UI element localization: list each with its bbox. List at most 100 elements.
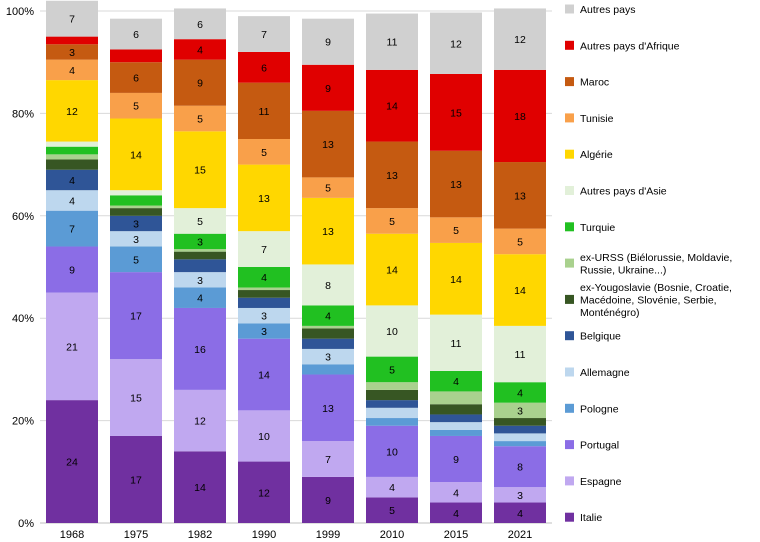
data-label: 10	[386, 326, 398, 338]
bar-segment	[302, 18, 354, 65]
bar-segment	[238, 139, 290, 165]
data-label: 3	[133, 218, 139, 230]
legend-swatch	[565, 77, 574, 87]
bar-segment	[238, 16, 290, 52]
legend-swatch	[565, 222, 574, 232]
bar-segment	[238, 338, 290, 411]
legend-label: Portugal	[580, 440, 619, 452]
bar-segment	[366, 497, 418, 523]
bar-segment	[430, 242, 482, 315]
bar-segment	[366, 476, 418, 498]
bar-segment	[110, 272, 162, 360]
bar-segment	[46, 190, 98, 211]
data-label: 14	[386, 265, 398, 277]
bar-segment	[46, 44, 98, 60]
bar-segment	[430, 370, 482, 392]
data-label: 5	[389, 216, 395, 228]
bar-segment	[430, 429, 482, 436]
bar-segment	[46, 141, 98, 147]
bar-segment	[110, 205, 162, 209]
bar-segment	[174, 208, 226, 234]
bar-segment	[430, 414, 482, 423]
data-label: 5	[197, 114, 203, 126]
bar-segment	[174, 259, 226, 273]
legend-item: Algérie	[565, 149, 613, 161]
data-label: 17	[130, 474, 142, 486]
bar-segment	[366, 382, 418, 390]
bar-segment	[494, 325, 546, 383]
legend-item: Autres pays d'Afrique	[565, 40, 680, 52]
data-label: 5	[389, 364, 395, 376]
bar-segment	[238, 323, 290, 339]
bar-segment	[302, 325, 354, 329]
bar-segment	[302, 328, 354, 339]
bar-segment	[366, 233, 418, 306]
bar-segment	[238, 287, 290, 291]
bar-segment	[302, 364, 354, 375]
y-axis: 0% 20% 40% 60% 80% 100%	[6, 6, 34, 530]
bar-segment	[430, 150, 482, 218]
data-label: 3	[133, 234, 139, 246]
x-tick-label: 2010	[380, 529, 404, 541]
y-tick-label: 60%	[12, 211, 34, 223]
legend-label: Autres pays d'Afrique	[580, 40, 680, 52]
x-tick-label: 1990	[252, 529, 276, 541]
legend-item: Italie	[565, 512, 602, 524]
bar-segment	[302, 305, 354, 326]
data-label: 7	[69, 224, 75, 236]
bar-segment	[430, 314, 482, 371]
bar-segment	[494, 8, 546, 70]
data-label: 3	[517, 405, 523, 417]
data-label: 4	[517, 387, 523, 399]
x-tick-label: 1968	[60, 529, 84, 541]
legend-item: ex-URSS (Biélorussie, Moldavie, Russie, U…	[565, 252, 732, 276]
bar-segment	[494, 433, 546, 442]
data-label: 5	[517, 236, 523, 248]
bar-segment	[238, 164, 290, 232]
legend-label: Autres pays	[580, 4, 635, 16]
data-label: 13	[258, 193, 270, 205]
bar-segment	[366, 389, 418, 401]
bar-segment	[366, 400, 418, 408]
bar-stack-2021: 4 3 8 3 4 11 14 5 13 18 12	[494, 8, 546, 523]
data-label: 3	[197, 275, 203, 287]
data-label: 3	[197, 236, 203, 248]
legend-swatch	[565, 40, 574, 50]
bar-segment	[430, 422, 482, 430]
y-tick-label: 40%	[12, 313, 34, 325]
legend-swatch	[565, 367, 574, 377]
legend: Autres pays Autres pays d'Afrique Maroc Tun…	[565, 4, 732, 524]
bar-segment	[46, 146, 98, 155]
data-label: 15	[194, 165, 206, 177]
bar-segment	[366, 407, 418, 419]
bar-segment	[494, 441, 546, 447]
data-label: 4	[197, 44, 203, 56]
bar-segment	[302, 177, 354, 198]
bar-segment	[174, 59, 226, 106]
bar-segment	[302, 338, 354, 349]
data-label: 3	[69, 47, 75, 59]
bar-segment	[110, 92, 162, 119]
bar-segment	[238, 410, 290, 462]
bar-segment	[366, 418, 418, 426]
bar-segment	[174, 251, 226, 260]
data-label: 4	[325, 311, 331, 323]
legend-label: ex-Yougoslavie (Bosnie, Croatie, Macédoin…	[580, 282, 732, 319]
bar-segment	[302, 64, 354, 111]
data-label: 7	[69, 14, 75, 26]
bar-segment	[174, 307, 226, 390]
bar-segment	[174, 451, 226, 523]
data-label: 7	[325, 454, 331, 466]
data-label: 9	[325, 37, 331, 49]
data-label: 14	[514, 285, 526, 297]
legend-item: Belgique	[565, 331, 621, 343]
data-label: 14	[258, 370, 270, 382]
bar-segment	[302, 348, 354, 365]
legend-swatch	[565, 403, 574, 413]
legend-item: Turquie	[565, 222, 615, 234]
bar-segment	[366, 141, 418, 209]
bar-segment	[110, 215, 162, 232]
legend-swatch	[565, 258, 574, 268]
bar-segment	[366, 69, 418, 142]
bar-segment	[238, 82, 290, 139]
